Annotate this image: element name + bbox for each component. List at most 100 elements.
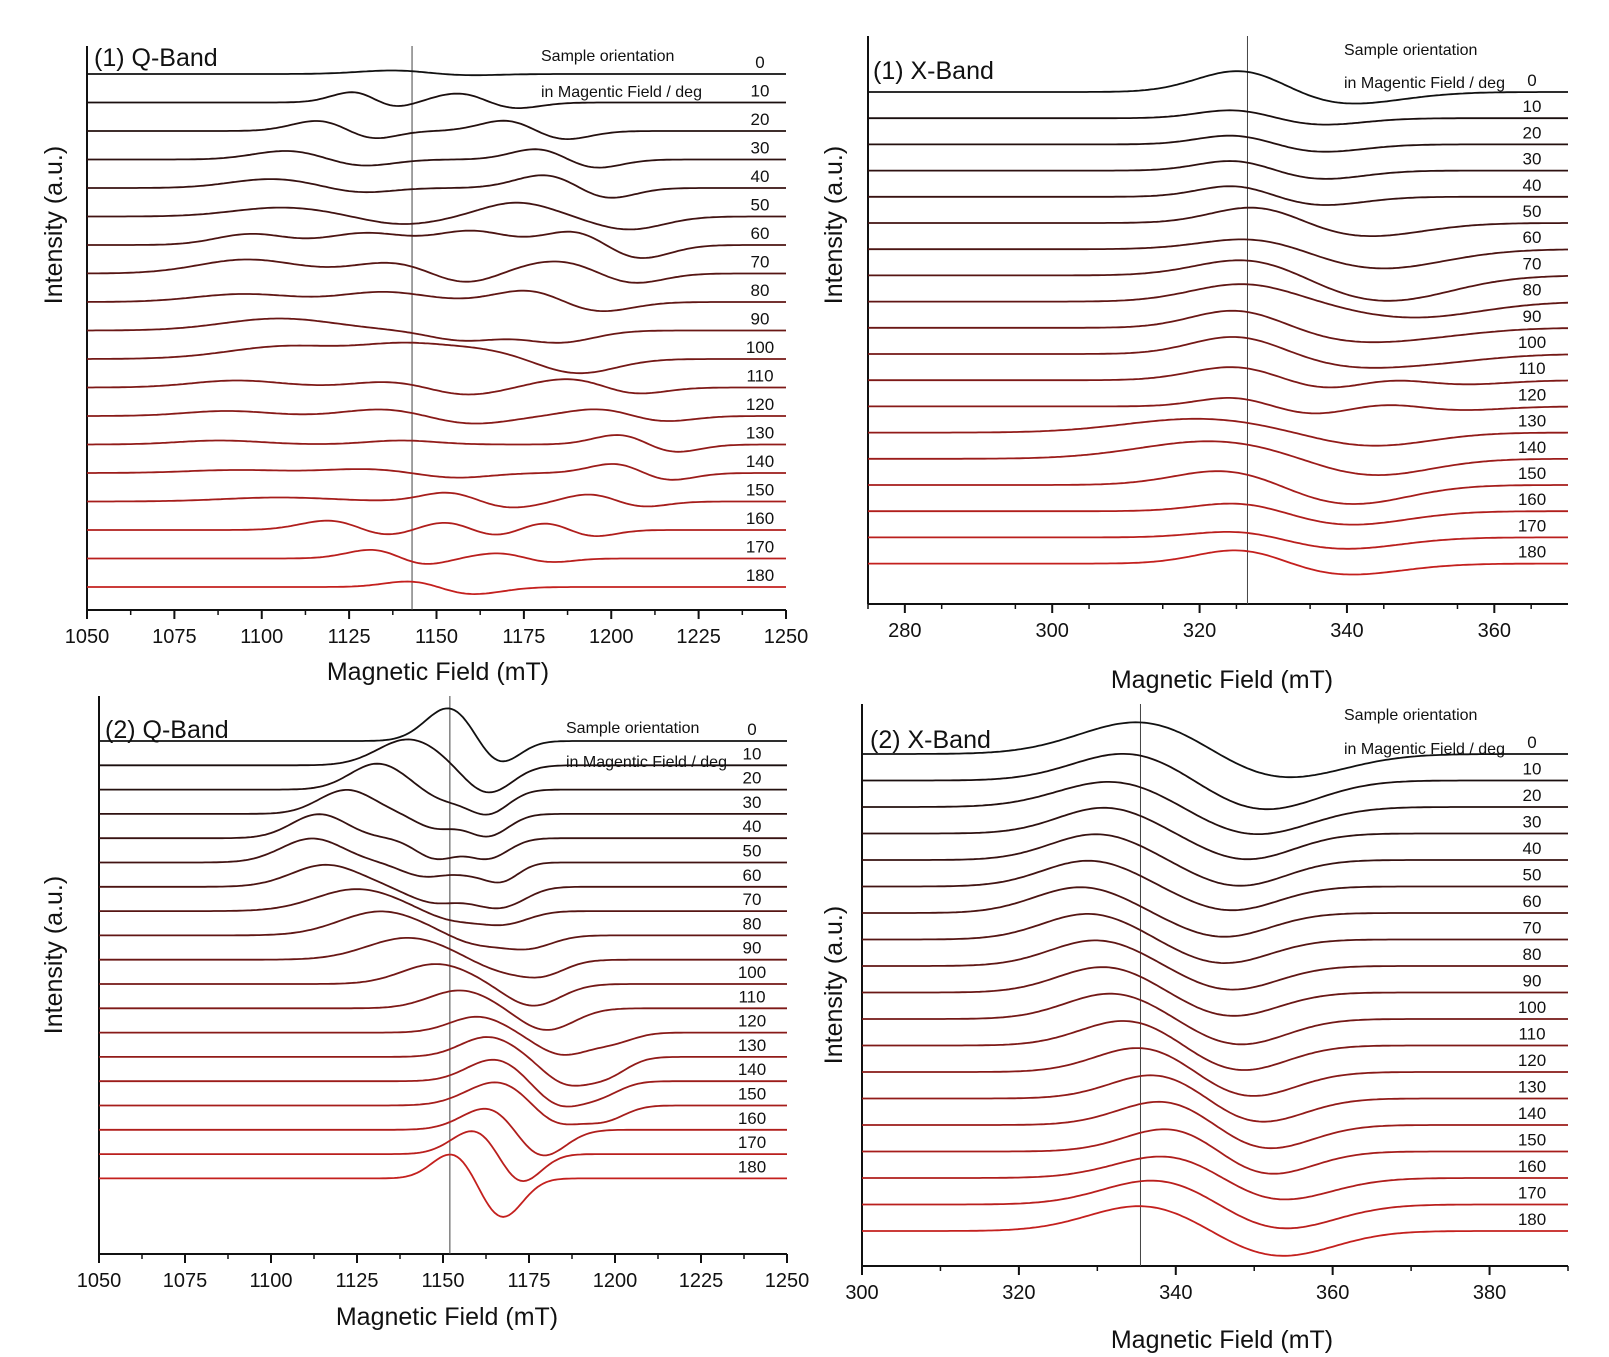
trace-label: 20 [751,110,770,129]
trace-label: 30 [751,139,770,158]
x-tick-label: 1075 [152,626,197,648]
trace-10-deg [99,738,787,794]
trace-0-deg [99,707,787,763]
trace-label: 160 [746,509,774,528]
trace-label: 120 [746,395,774,414]
trace-label: 10 [1523,760,1542,779]
trace-70-deg [99,888,787,927]
x-tick-label: 1250 [764,626,809,648]
x-tick-label: 1075 [163,1270,208,1292]
x-tick-label: 1225 [676,626,721,648]
trace-label: 120 [1518,1051,1546,1070]
trace-170-deg [87,549,786,565]
trace-90-deg [868,309,1568,344]
trace-label: 40 [1523,176,1542,195]
trace-label: 0 [747,720,756,739]
trace-20-deg [87,119,786,141]
trace-label: 180 [1518,1210,1546,1229]
x-tick-label: 1050 [65,626,110,648]
x-tick-label: 1175 [507,1270,550,1292]
trace-label: 100 [1518,333,1546,352]
trace-label: 130 [1518,1078,1546,1097]
x-tick-label: 1125 [328,626,371,648]
trace-label: 60 [1523,892,1542,911]
trace-label: 50 [743,842,762,861]
trace-label: 100 [1518,998,1546,1017]
trace-100-deg [868,336,1568,369]
trace-label: 120 [738,1012,766,1031]
trace-10-deg [862,753,1568,811]
trace-170-deg [862,1179,1568,1230]
trace-110-deg [87,378,786,396]
trace-20-deg [862,781,1568,835]
trace-label: 90 [743,939,762,958]
x-tick-label: 360 [1316,1282,1349,1304]
trace-40-deg [87,174,786,199]
legend-line-1: Sample orientation [1344,707,1477,724]
trace-label: 110 [738,987,765,1006]
trace-140-deg [862,1100,1568,1150]
trace-120-deg [868,397,1569,415]
trace-180-deg [87,580,786,596]
legend-line-2: in Magentic Field / deg [1344,741,1505,758]
trace-label: 140 [746,452,774,471]
trace-label: 110 [1518,1025,1545,1044]
trace-label: 30 [1523,150,1542,169]
trace-label: 180 [1518,543,1546,562]
panel-1-q-band: 1050 1075 1100 1125 1150 1175 1200 1225 1250 0 10 2… [40,44,808,686]
x-tick-label: 1125 [335,1270,378,1292]
x-tick-label: 340 [1159,1282,1192,1304]
trace-label: 160 [738,1109,766,1128]
panel-title: (2) Q-Band [105,716,229,744]
trace-110-deg [862,1020,1568,1071]
trace-150-deg [99,1081,787,1126]
trace-label: 140 [738,1060,766,1079]
panel-2-x-band: 300 320 340 360 380 0 10 20 30 40 50 60 70 80 90 100 110… [820,704,1569,1354]
trace-label: 0 [755,53,764,72]
trace-label: 170 [1518,1184,1546,1203]
x-tick-label: 1050 [77,1270,122,1292]
trace-0-deg [87,69,786,77]
trace-150-deg [87,491,786,509]
trace-label: 90 [751,310,770,329]
trace-label: 110 [1518,359,1545,378]
trace-120-deg [862,1047,1568,1097]
trace-label: 0 [1527,71,1536,90]
trace-160-deg [868,502,1568,526]
x-tick-label: 1225 [679,1270,724,1292]
trace-label: 40 [743,817,762,836]
trace-label: 160 [1518,1157,1546,1176]
trace-100-deg [87,341,786,375]
trace-180-deg [868,549,1568,576]
trace-label: 10 [743,744,762,763]
legend-line-2: in Magentic Field / deg [541,84,702,101]
trace-130-deg [99,1036,787,1087]
trace-150-deg [862,1128,1568,1175]
trace-130-deg [868,417,1569,447]
trace-30-deg [87,148,786,169]
panel-title: (1) X-Band [873,57,994,85]
trace-label: 170 [738,1133,766,1152]
x-tick-label: 1100 [249,1270,292,1292]
trace-90-deg [87,317,786,344]
trace-120-deg [99,1015,787,1056]
trace-label: 90 [1523,307,1542,326]
trace-20-deg [99,762,787,816]
plot-area: 280 300 320 340 360 0 10 20 30 40 50 60 70 80 90 100 110… [867,36,1569,642]
trace-label: 60 [743,866,762,885]
trace-label: 180 [738,1157,766,1176]
trace-0-deg [868,70,1568,105]
trace-label: 20 [1523,123,1542,142]
panel-2-q-band: 1050 1075 1100 1125 1150 1175 1200 1225 1250 0 10 2… [40,696,809,1331]
y-axis-title: Intensity (a.u.) [820,146,848,304]
trace-80-deg [862,939,1568,991]
y-axis-title: Intensity (a.u.) [40,146,68,304]
trace-90-deg [862,966,1568,1017]
trace-label: 70 [751,253,770,272]
x-tick-label: 1175 [502,626,545,648]
legend-line-1: Sample orientation [566,720,699,737]
trace-label: 50 [751,196,770,215]
trace-10-deg [868,109,1568,126]
trace-label: 70 [743,890,762,909]
